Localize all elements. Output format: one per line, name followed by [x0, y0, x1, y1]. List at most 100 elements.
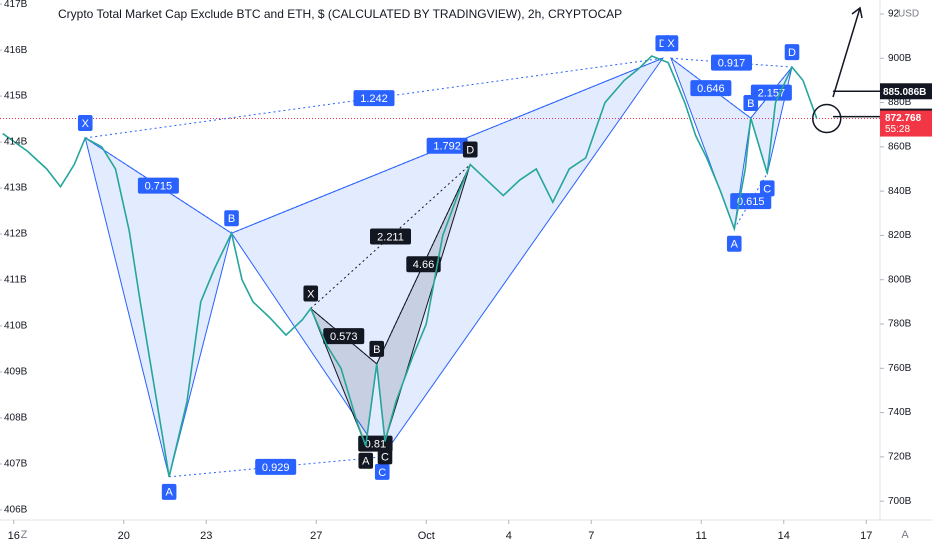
pattern-point-box: [462, 141, 478, 158]
pattern-point: B: [228, 213, 235, 225]
pattern-ratio: 0.715: [145, 180, 173, 192]
y-tick-label: 92: [888, 9, 900, 20]
x-tick-label: 23: [200, 530, 212, 542]
x-tick-label: 11: [696, 530, 707, 542]
pattern-ratio-box: [353, 90, 395, 107]
pattern-point-box: [358, 452, 374, 469]
pattern-ratio-box: [711, 54, 752, 71]
pattern-point: D: [788, 47, 796, 59]
y-tick-label: 900B: [888, 53, 912, 64]
pattern-ratio: 0.615: [737, 196, 765, 208]
pattern-ratio-line: [84, 137, 232, 234]
y2-tick-label: 416B: [4, 45, 28, 56]
pattern-point: A: [731, 239, 739, 251]
y2-tick-label: 407B: [4, 459, 28, 470]
pattern-point-box: [369, 340, 385, 357]
y-tick-label: 760B: [888, 363, 912, 374]
y-tick-label: 740B: [888, 407, 912, 418]
y-tick-label: 780B: [888, 319, 912, 330]
pattern-point-box: [224, 210, 239, 227]
pattern-point: B: [373, 344, 380, 356]
pattern-ratio-box: [323, 328, 365, 345]
pattern-ratio-box: [690, 80, 732, 97]
y2-tick-label: 410B: [4, 321, 28, 332]
last-price-box: [880, 110, 932, 137]
x-tick-label: Oct: [418, 530, 435, 542]
x-tick-label: 27: [310, 530, 322, 542]
pattern-point: A: [165, 487, 173, 499]
y2-tick-label: 411B: [4, 275, 27, 286]
pattern-ratio-box: [137, 177, 179, 194]
y2-tick-label: 409B: [4, 367, 28, 378]
pattern-ratio: 0.917: [718, 58, 746, 70]
pattern-point: C: [763, 183, 771, 195]
x-tick-label: 20: [118, 530, 130, 542]
y2-tick-label: 413B: [4, 183, 28, 194]
pattern-ratio: 1.242: [360, 93, 388, 105]
y2-tick-label: 415B: [4, 91, 28, 102]
level-label-box: [880, 83, 932, 100]
footer-right[interactable]: A: [901, 529, 909, 541]
pattern-ratio-line: [670, 57, 752, 119]
pattern-ratio: 4.66: [413, 259, 434, 271]
pattern-point: D: [466, 144, 474, 156]
pattern-point: B: [747, 98, 754, 110]
x-tick-label: 16: [8, 530, 20, 542]
y2-tick-label: 406B: [4, 505, 28, 516]
pattern-ratio-box: [255, 458, 297, 475]
pattern-point-box: [743, 95, 759, 112]
x-tick-label: 14: [778, 530, 790, 542]
x-tick-label: 17: [860, 530, 872, 542]
level-label: 885.086B: [883, 87, 926, 98]
pattern-point-box: [377, 448, 393, 465]
chart-title: Crypto Total Market Cap Exclude BTC and …: [58, 7, 622, 21]
y2-tick-label: 408B: [4, 413, 28, 424]
annotation-arrow: [832, 6, 863, 98]
pattern-point: C: [378, 467, 386, 479]
plot: 0.715 0.929 1.792 1.242 X A B C D 0.573 0.81 4.66 2.…: [0, 6, 880, 500]
pattern-ratio: 1.792: [433, 141, 461, 153]
pattern-point-box: [161, 483, 177, 500]
y-tick-label: 860B: [888, 141, 912, 152]
y2-tick-label: 417B: [4, 0, 28, 10]
y-tick-label: 880B: [888, 97, 912, 108]
annotation-circle: [812, 103, 842, 134]
y-tick-label: 840B: [888, 186, 912, 197]
pattern-point-box: [759, 180, 775, 197]
y-tick-label: 820B: [888, 230, 912, 241]
pattern-point-box: [303, 285, 319, 302]
x-tick-label: 4: [506, 530, 512, 542]
pattern-ratio-box: [406, 256, 441, 273]
pattern-ratio-line: [310, 308, 378, 365]
pattern-ratio: 0.573: [330, 331, 358, 343]
pattern-ratio: 2.211: [377, 231, 404, 243]
pattern-ratio-box: [426, 137, 468, 154]
pattern-point: X: [307, 288, 315, 300]
pattern-point-box: [726, 235, 742, 252]
pattern-ratio-line: [169, 456, 383, 478]
pattern-point-box: [374, 463, 390, 480]
footer-left[interactable]: Z: [21, 529, 28, 541]
last-price-label: 872.768: [885, 113, 922, 124]
y2-tick-label: 412B: [4, 229, 28, 240]
pattern-point: A: [362, 456, 370, 468]
pattern-point-box: [77, 114, 93, 131]
pattern-point: X: [667, 38, 675, 50]
countdown: 55:28: [885, 124, 910, 135]
x-tick-label: 7: [588, 530, 594, 542]
y-tick-label: 700B: [888, 496, 912, 507]
pattern-ratio-box: [370, 228, 411, 245]
pattern-ratio-line: [733, 173, 768, 230]
currency: USD: [898, 9, 919, 20]
y-tick-label: 720B: [888, 452, 912, 463]
pattern-point-box: [663, 35, 679, 52]
pattern-ratio: 0.81: [365, 439, 386, 451]
y2-tick-label: 414B: [4, 137, 28, 148]
pattern-ratio: 0.929: [262, 462, 290, 474]
y-tick-label: 800B: [888, 274, 912, 285]
pattern-point: C: [381, 451, 389, 463]
price-series: [2, 55, 818, 477]
pattern-point: D: [659, 38, 667, 50]
pattern-ratio: 0.646: [697, 83, 725, 95]
